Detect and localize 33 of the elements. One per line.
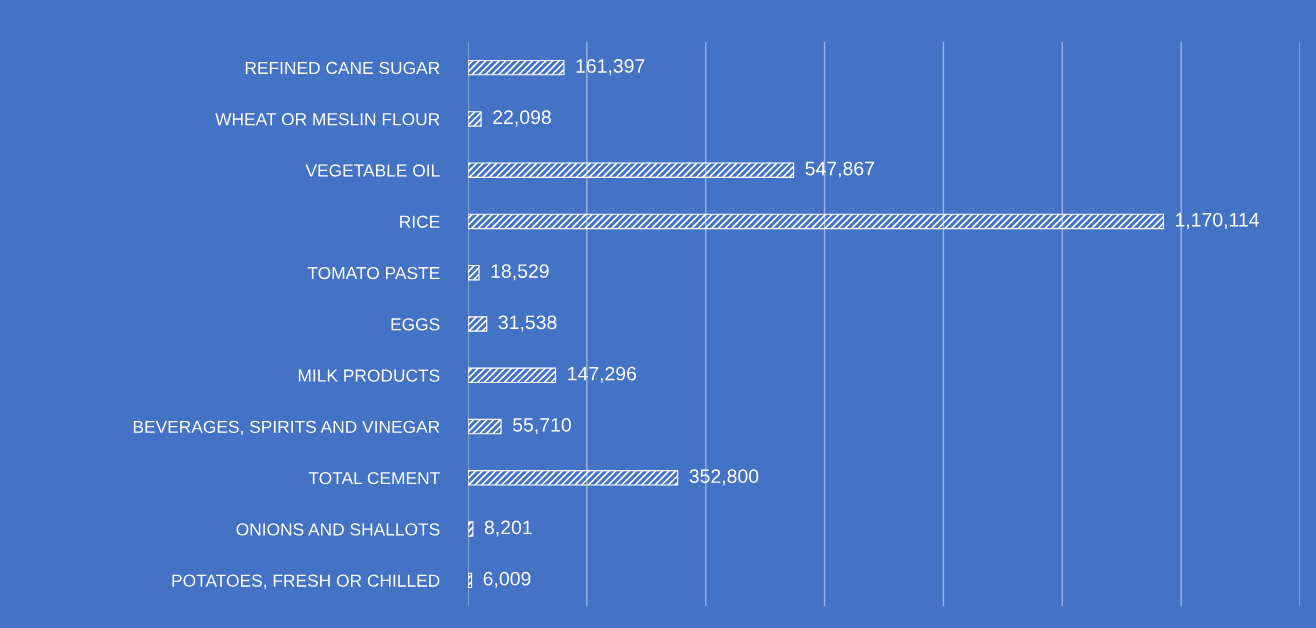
bar xyxy=(468,316,488,332)
bar xyxy=(468,367,557,384)
bar xyxy=(468,470,679,486)
bar xyxy=(468,572,473,589)
bar xyxy=(468,418,502,435)
data-label: 161,397 xyxy=(576,59,645,76)
data-label: 18,529 xyxy=(491,264,549,281)
data-label: 547,867 xyxy=(805,161,875,178)
data-label: 8,201 xyxy=(484,520,532,537)
data-label: 147,296 xyxy=(568,366,637,383)
data-label: 55,710 xyxy=(513,418,571,435)
bar xyxy=(468,59,565,76)
y-tick-label: REFINED CANE SUGAR xyxy=(245,61,440,75)
y-tick-label: BEVERAGES, SPIRITS AND VINEGAR xyxy=(133,420,440,436)
y-tick-label: POTATOES, FRESH OR CHILLED xyxy=(172,574,440,589)
data-label: 31,538 xyxy=(498,315,557,332)
y-tick-label: EGGS xyxy=(391,318,440,331)
data-label: 352,800 xyxy=(689,469,759,486)
y-tick-label: WHEAT OR MESLIN FLOUR xyxy=(215,113,440,126)
y-tick-label: MILK PRODUCTS xyxy=(298,369,440,382)
bar xyxy=(468,162,795,178)
bar xyxy=(468,264,480,281)
bar xyxy=(468,521,474,537)
data-label: 1,170,114 xyxy=(1175,212,1259,229)
data-label: 22,098 xyxy=(493,110,551,127)
y-tick-label: ONIONS AND SHALLOTS xyxy=(236,523,440,536)
data-label: 6,009 xyxy=(483,571,531,588)
y-tick-label: TOMATO PASTE xyxy=(307,266,440,280)
y-tick-label: TOTAL CEMENT xyxy=(308,471,440,485)
bar xyxy=(468,111,482,127)
y-tick-label: RICE xyxy=(400,215,440,228)
bar xyxy=(468,213,1164,230)
y-tick-label: VEGETABLE OIL xyxy=(305,164,440,177)
